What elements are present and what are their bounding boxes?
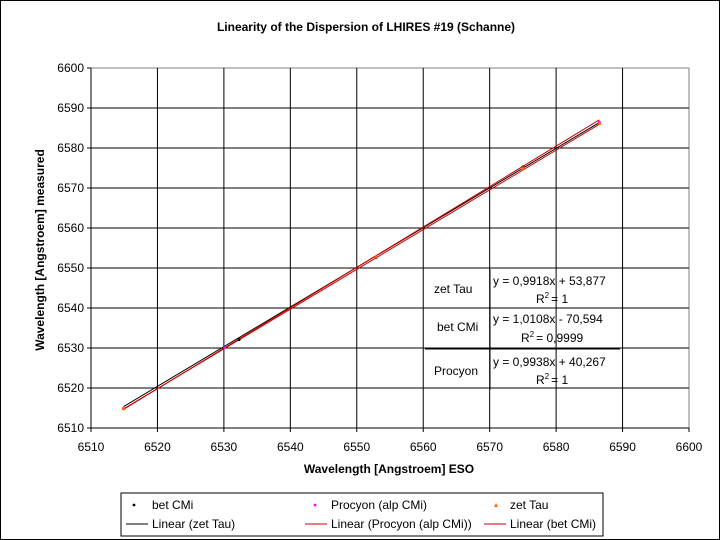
chart-title: Linearity of the Dispersion of LHIRES #1… <box>217 20 515 34</box>
y-tick-label: 6510 <box>57 421 84 435</box>
legend: bet CMi Procyon (alp CMi) zet Tau Linear… <box>120 492 604 537</box>
legend-label: Linear (Procyon (alp CMi)) <box>331 517 472 531</box>
y-axis-title: Wavelength [Angstroem] measured <box>33 149 47 351</box>
y-tick-label: 6560 <box>57 221 84 235</box>
gridlines <box>91 68 689 428</box>
x-tick-label: 6600 <box>676 440 703 454</box>
y-tick-label: 6520 <box>57 381 84 395</box>
annotation-label: bet CMi <box>437 320 478 334</box>
legend-marker-procyon <box>313 503 317 507</box>
trendline-linear-bet-cmi <box>123 119 600 410</box>
x-tick-label: 6580 <box>543 440 570 454</box>
axes <box>90 68 689 429</box>
x-tick-label: 6570 <box>476 440 503 454</box>
trendlines <box>123 119 600 410</box>
y-tick-label: 6570 <box>57 181 84 195</box>
legend-marker-bet-cmi <box>132 503 136 507</box>
x-tick-label: 6520 <box>144 440 171 454</box>
x-tick-label: 6510 <box>78 440 105 454</box>
data-point-zet-tau <box>374 254 379 259</box>
legend-marker-zet-tau <box>494 503 498 507</box>
y-tick-label: 6530 <box>57 341 84 355</box>
annotation-r2: R2 = 1 <box>536 291 568 306</box>
annotation-equation: y = 0,9918x + 53,877 <box>493 274 606 288</box>
annotation-equation: y = 0,9938x + 40,267 <box>493 355 606 369</box>
x-tick-label: 6530 <box>211 440 238 454</box>
data-point-bet-cmi <box>237 338 241 341</box>
data-point-zet-tau <box>121 406 126 410</box>
annotation-equation: y = 1,0108x - 70,594 <box>493 312 603 326</box>
data-point-procyon-alp-cmi <box>223 346 226 349</box>
y-tick-label: 6540 <box>57 301 84 315</box>
legend-label: Procyon (alp CMi) <box>331 498 427 512</box>
y-tick-label: 6580 <box>57 141 84 155</box>
legend-label: bet CMi <box>152 498 193 512</box>
legend-label: Linear (zet Tau) <box>152 517 235 531</box>
x-tick-label: 6550 <box>343 440 370 454</box>
equation-table: zet Tau y = 0,9918x + 53,877 R2 = 1 bet C… <box>425 269 620 390</box>
annotation-r2: R2 = 0,9999 <box>521 330 583 345</box>
annotation-label: Procyon <box>434 364 478 378</box>
legend-box <box>120 492 604 537</box>
x-axis-title: Wavelength [Angstroem] ESO <box>304 462 474 476</box>
annotation-label: zet Tau <box>434 282 472 296</box>
y-tick-label: 6590 <box>57 101 84 115</box>
x-tick-label: 6560 <box>410 440 437 454</box>
legend-label: zet Tau <box>510 498 548 512</box>
y-ticks: 6510 6520 6530 6540 6550 6560 6570 6580 6590 6600 <box>57 61 91 435</box>
y-tick-label: 6600 <box>57 61 84 75</box>
data-point-zet-tau <box>520 165 525 170</box>
x-tick-label: 6590 <box>609 440 636 454</box>
legend-label: Linear (bet CMi) <box>510 517 596 531</box>
y-tick-label: 6550 <box>57 261 84 275</box>
x-ticks: 6510 6520 6530 6540 6550 6560 6570 6580 6590 6600 <box>78 428 703 454</box>
x-tick-label: 6540 <box>277 440 304 454</box>
annotation-r2: R2 = 1 <box>536 372 568 387</box>
data-points <box>121 120 602 411</box>
data-point-zet-tau <box>597 120 602 125</box>
